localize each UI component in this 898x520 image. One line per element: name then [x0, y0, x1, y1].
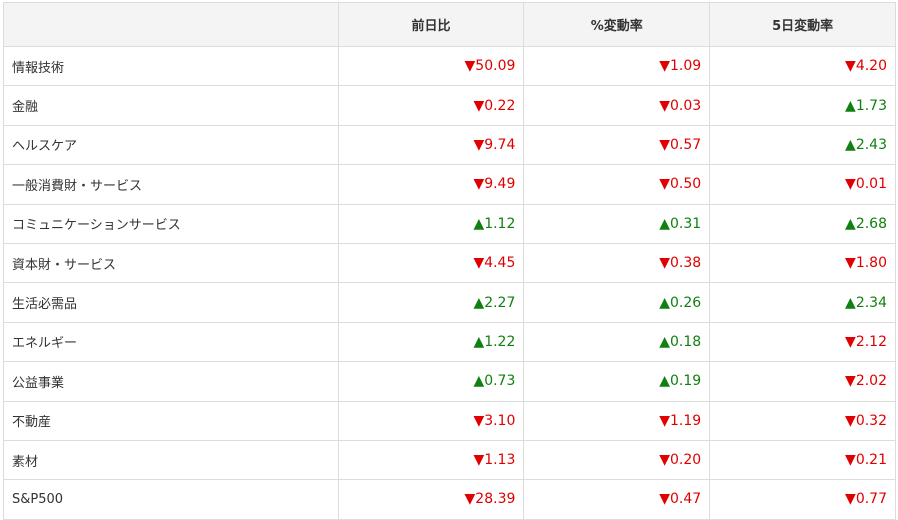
change-cell: ▲1.73	[709, 85, 896, 126]
sector-name: 公益事業	[3, 361, 339, 402]
table-row: 公益事業 ▲0.73 ▲0.19 ▼2.02	[3, 361, 896, 402]
sector-name: 金融	[3, 85, 339, 126]
sector-name: 資本財・サービス	[3, 242, 339, 284]
change-cell: ▲2.27	[337, 282, 525, 323]
table-row: 一般消費財・サービス ▼9.49 ▼0.50 ▼0.01	[3, 164, 896, 205]
header-cell: %変動率	[523, 2, 711, 47]
change-cell: ▼0.21	[709, 439, 896, 481]
change-cell: ▲0.26	[523, 282, 711, 323]
change-cell: ▼28.39	[337, 479, 525, 520]
table-row: 素材 ▼1.13 ▼0.20 ▼0.21	[3, 439, 896, 481]
table-row: 情報技術 ▼50.09 ▼1.09 ▼4.20	[3, 45, 896, 87]
change-cell: ▼0.32	[709, 400, 896, 441]
table-row: S&P500 ▼28.39 ▼0.47 ▼0.77	[3, 479, 896, 520]
change-cell: ▼1.19	[523, 400, 711, 441]
sector-table: 前日比 %変動率 5日変動率 情報技術 ▼50.09 ▼1.09 ▼4.20 金融 ▼0.22…	[3, 2, 896, 520]
change-cell: ▲1.12	[337, 203, 525, 244]
table-row: 資本財・サービス ▼4.45 ▼0.38 ▼1.80	[3, 242, 896, 284]
change-cell: ▲0.31	[523, 203, 711, 244]
change-cell: ▼0.01	[709, 164, 896, 205]
change-cell: ▼4.45	[337, 242, 525, 284]
table-row: エネルギー ▲1.22 ▲0.18 ▼2.12	[3, 321, 896, 363]
change-cell: ▼0.77	[709, 479, 896, 520]
change-cell: ▲2.43	[709, 124, 896, 166]
change-cell: ▲2.34	[709, 282, 896, 323]
change-cell: ▼3.10	[337, 400, 525, 441]
table-row: コミュニケーションサービス ▲1.12 ▲0.31 ▲2.68	[3, 203, 896, 244]
change-cell: ▼1.09	[523, 45, 711, 87]
table-row: 不動産 ▼3.10 ▼1.19 ▼0.32	[3, 400, 896, 441]
change-cell: ▼0.03	[523, 85, 711, 126]
change-cell: ▲0.73	[337, 361, 525, 402]
sector-name: ヘルスケア	[3, 124, 339, 166]
change-cell: ▼0.20	[523, 439, 711, 481]
sector-name: コミュニケーションサービス	[3, 203, 339, 244]
change-cell: ▼0.50	[523, 164, 711, 205]
change-cell: ▼0.38	[523, 242, 711, 284]
sector-name: 生活必需品	[3, 282, 339, 323]
sector-name: 不動産	[3, 400, 339, 441]
change-cell: ▼0.57	[523, 124, 711, 166]
table-row: 金融 ▼0.22 ▼0.03 ▲1.73	[3, 85, 896, 126]
change-cell: ▲1.22	[337, 321, 525, 363]
change-cell: ▼2.02	[709, 361, 896, 402]
table-row: ヘルスケア ▼9.74 ▼0.57 ▲2.43	[3, 124, 896, 166]
change-cell: ▼9.74	[337, 124, 525, 166]
sector-name: S&P500	[3, 479, 339, 520]
change-cell: ▲0.18	[523, 321, 711, 363]
change-cell: ▼2.12	[709, 321, 896, 363]
table-row: 生活必需品 ▲2.27 ▲0.26 ▲2.34	[3, 282, 896, 323]
header-row: 前日比 %変動率 5日変動率	[3, 2, 896, 47]
sector-name: エネルギー	[3, 321, 339, 363]
change-cell: ▲2.68	[709, 203, 896, 244]
change-cell: ▼9.49	[337, 164, 525, 205]
sector-name: 素材	[3, 439, 339, 481]
change-cell: ▼0.47	[523, 479, 711, 520]
change-cell: ▼1.80	[709, 242, 896, 284]
sector-name: 情報技術	[3, 45, 339, 87]
header-cell: 5日変動率	[709, 2, 896, 47]
change-cell: ▲0.19	[523, 361, 711, 402]
change-cell: ▼50.09	[337, 45, 525, 87]
header-cell	[3, 2, 339, 47]
change-cell: ▼4.20	[709, 45, 896, 87]
change-cell: ▼0.22	[337, 85, 525, 126]
change-cell: ▼1.13	[337, 439, 525, 481]
sector-name: 一般消費財・サービス	[3, 164, 339, 205]
table-body: 情報技術 ▼50.09 ▼1.09 ▼4.20 金融 ▼0.22 ▼0.03 ▲1.73 ヘルス…	[3, 45, 896, 520]
header-cell: 前日比	[337, 2, 525, 47]
